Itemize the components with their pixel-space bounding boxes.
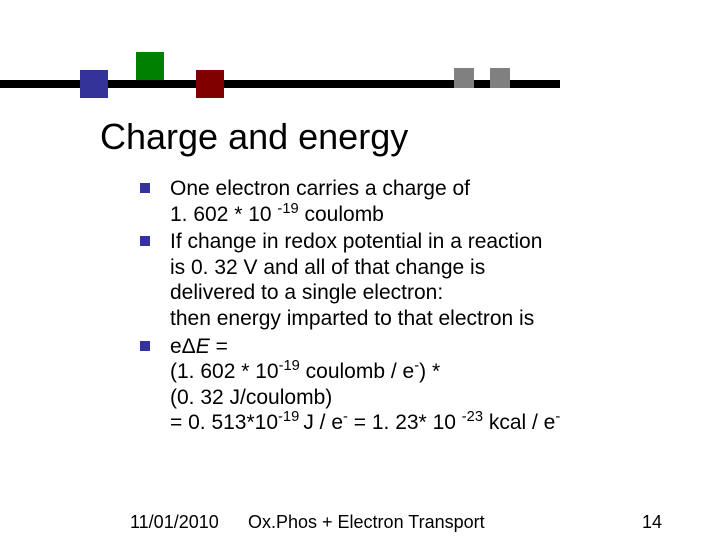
bullet-text: coulomb / e — [300, 360, 414, 383]
italic-text: E — [196, 335, 210, 358]
bullet-text: is 0. 32 V and all of that change is — [170, 256, 485, 279]
bullet-text: ) * — [419, 360, 440, 383]
header-shadow-1 — [454, 68, 474, 88]
header-square-blue — [80, 70, 108, 98]
footer-page-number: 14 — [642, 512, 662, 533]
slide-title: Charge and energy — [100, 116, 408, 158]
bullet-marker-icon — [140, 183, 150, 193]
footer-title: Ox.Phos + Electron Transport — [248, 512, 485, 533]
bullet-text: eΔ — [170, 335, 196, 358]
footer-date: 11/01/2010 — [130, 512, 219, 533]
bullet-text: (0. 32 J/coulomb) — [170, 386, 332, 409]
bullet-text: then energy imparted to that electron is — [170, 307, 534, 330]
bullet-text: = 0. 513*10 — [170, 411, 278, 434]
bullet-text: delivered to a single electron: — [170, 281, 443, 304]
bullet-3: eΔE = (1. 602 * 10-19 coulomb / e-) * (0… — [140, 334, 640, 436]
superscript: -23 — [462, 409, 483, 425]
slide-content: One electron carries a charge of 1. 602 … — [140, 176, 640, 438]
bullet-text: 1. 602 * 10 — [170, 203, 277, 226]
bullet-text: kcal / e — [483, 411, 555, 434]
bullet-marker-icon — [140, 236, 150, 246]
header-square-maroon — [196, 70, 224, 98]
superscript: -19 — [278, 409, 303, 425]
superscript: -19 — [277, 201, 298, 217]
bullet-2: If change in redox potential in a reacti… — [140, 229, 640, 331]
bullet-1: One electron carries a charge of 1. 602 … — [140, 176, 640, 227]
bullet-text: coulomb — [299, 203, 384, 226]
bullet-marker-icon — [140, 341, 150, 351]
superscript: -19 — [279, 358, 300, 374]
bullet-text: = 1. 23* 10 — [348, 411, 462, 434]
bullet-text: If change in redox potential in a reacti… — [170, 230, 542, 253]
bullet-text: J / e — [303, 411, 343, 434]
bullet-text: One electron carries a charge of — [170, 177, 470, 200]
bullet-text: = — [210, 335, 228, 358]
header-square-green — [136, 52, 164, 80]
bullet-text: (1. 602 * 10 — [170, 360, 279, 383]
header-shadow-2 — [490, 68, 510, 88]
header-graphic — [0, 52, 720, 98]
superscript: - — [555, 409, 560, 425]
